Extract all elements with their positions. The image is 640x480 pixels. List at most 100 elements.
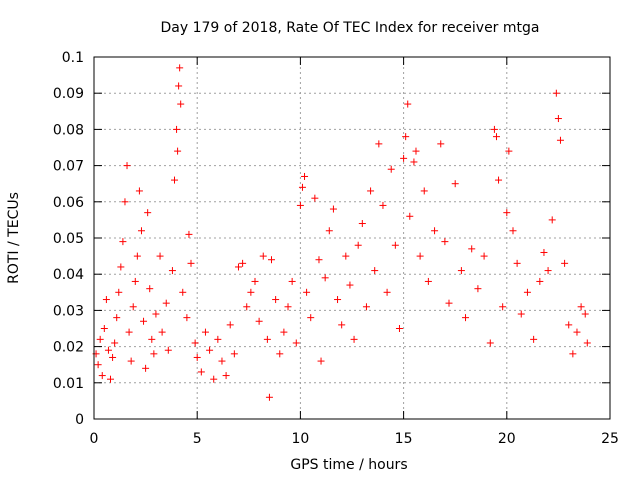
data-point	[107, 375, 115, 383]
data-point	[457, 267, 465, 275]
data-point	[499, 303, 507, 311]
data-point	[451, 180, 459, 188]
data-point	[102, 296, 110, 304]
data-point	[303, 288, 311, 296]
data-point	[554, 115, 562, 123]
data-point	[251, 277, 259, 285]
data-point	[492, 133, 500, 141]
data-point	[152, 310, 160, 318]
data-point	[474, 285, 482, 293]
y-tick-label: 0.1	[62, 50, 84, 66]
data-point	[168, 267, 176, 275]
data-point	[583, 339, 591, 347]
data-point	[509, 227, 517, 235]
y-tick-label: 0	[75, 412, 84, 428]
y-tick-label: 0.06	[53, 195, 84, 211]
data-point	[140, 317, 148, 325]
data-point	[490, 125, 498, 133]
data-point	[565, 321, 573, 329]
data-point	[133, 252, 141, 260]
data-point	[513, 259, 521, 267]
data-point	[148, 335, 156, 343]
data-point	[201, 328, 209, 336]
data-point	[96, 335, 104, 343]
data-point	[523, 288, 531, 296]
y-tick-label: 0.03	[53, 303, 84, 319]
y-tick-label: 0.09	[53, 86, 84, 102]
data-point	[214, 335, 222, 343]
data-point	[431, 227, 439, 235]
data-point	[544, 267, 552, 275]
data-point	[265, 393, 273, 401]
data-point	[307, 314, 315, 322]
data-point	[127, 357, 135, 365]
data-point	[226, 321, 234, 329]
data-point	[311, 194, 319, 202]
y-tick-label: 0.01	[53, 376, 84, 392]
data-point	[243, 303, 251, 311]
data-point	[358, 220, 366, 228]
y-axis-label: ROTI / TECUs	[6, 192, 22, 284]
y-tick-label: 0.07	[53, 159, 84, 175]
data-point	[94, 361, 102, 369]
data-point	[113, 314, 121, 322]
data-point	[391, 241, 399, 249]
data-point	[174, 147, 182, 155]
data-point	[197, 368, 205, 376]
data-point	[268, 256, 276, 264]
data-point	[556, 136, 564, 144]
data-point	[218, 357, 226, 365]
data-point	[334, 296, 342, 304]
chart-title: Day 179 of 2018, Rate Of TEC Index for r…	[161, 20, 540, 36]
data-point	[329, 205, 337, 213]
data-point	[146, 285, 154, 293]
data-point	[191, 339, 199, 347]
x-axis-label: GPS time / hours	[290, 457, 407, 473]
data-point	[462, 314, 470, 322]
data-point	[175, 82, 183, 90]
data-point	[183, 314, 191, 322]
data-point	[379, 201, 387, 209]
x-tick-label: 0	[90, 431, 99, 447]
data-point	[284, 303, 292, 311]
data-point	[125, 328, 133, 336]
data-point	[296, 201, 304, 209]
data-point	[206, 346, 214, 354]
data-point	[177, 100, 185, 108]
data-point	[445, 299, 453, 307]
data-point	[117, 263, 125, 271]
data-point	[263, 335, 271, 343]
data-point	[98, 372, 106, 380]
data-point	[486, 339, 494, 347]
data-point	[552, 89, 560, 97]
data-point	[298, 183, 306, 191]
data-points	[92, 64, 591, 401]
data-point	[144, 209, 152, 217]
data-point	[561, 259, 569, 267]
data-point	[222, 372, 230, 380]
data-point	[581, 310, 589, 318]
data-point	[272, 296, 280, 304]
data-point	[503, 209, 511, 217]
data-point	[383, 288, 391, 296]
y-tick-label: 0.04	[53, 267, 84, 283]
data-point	[259, 252, 267, 260]
data-point	[104, 346, 112, 354]
data-point	[375, 140, 383, 148]
data-point	[416, 252, 424, 260]
data-point	[402, 133, 410, 141]
data-point	[569, 350, 577, 358]
data-point	[162, 299, 170, 307]
data-point	[142, 364, 150, 372]
y-tick-label: 0.08	[53, 122, 84, 138]
data-point	[367, 187, 375, 195]
data-point	[362, 303, 370, 311]
data-point	[111, 339, 119, 347]
data-point	[176, 64, 184, 72]
data-point	[247, 288, 255, 296]
data-point	[317, 357, 325, 365]
x-tick-label: 10	[291, 431, 309, 447]
data-point	[387, 165, 395, 173]
data-point	[210, 375, 218, 383]
